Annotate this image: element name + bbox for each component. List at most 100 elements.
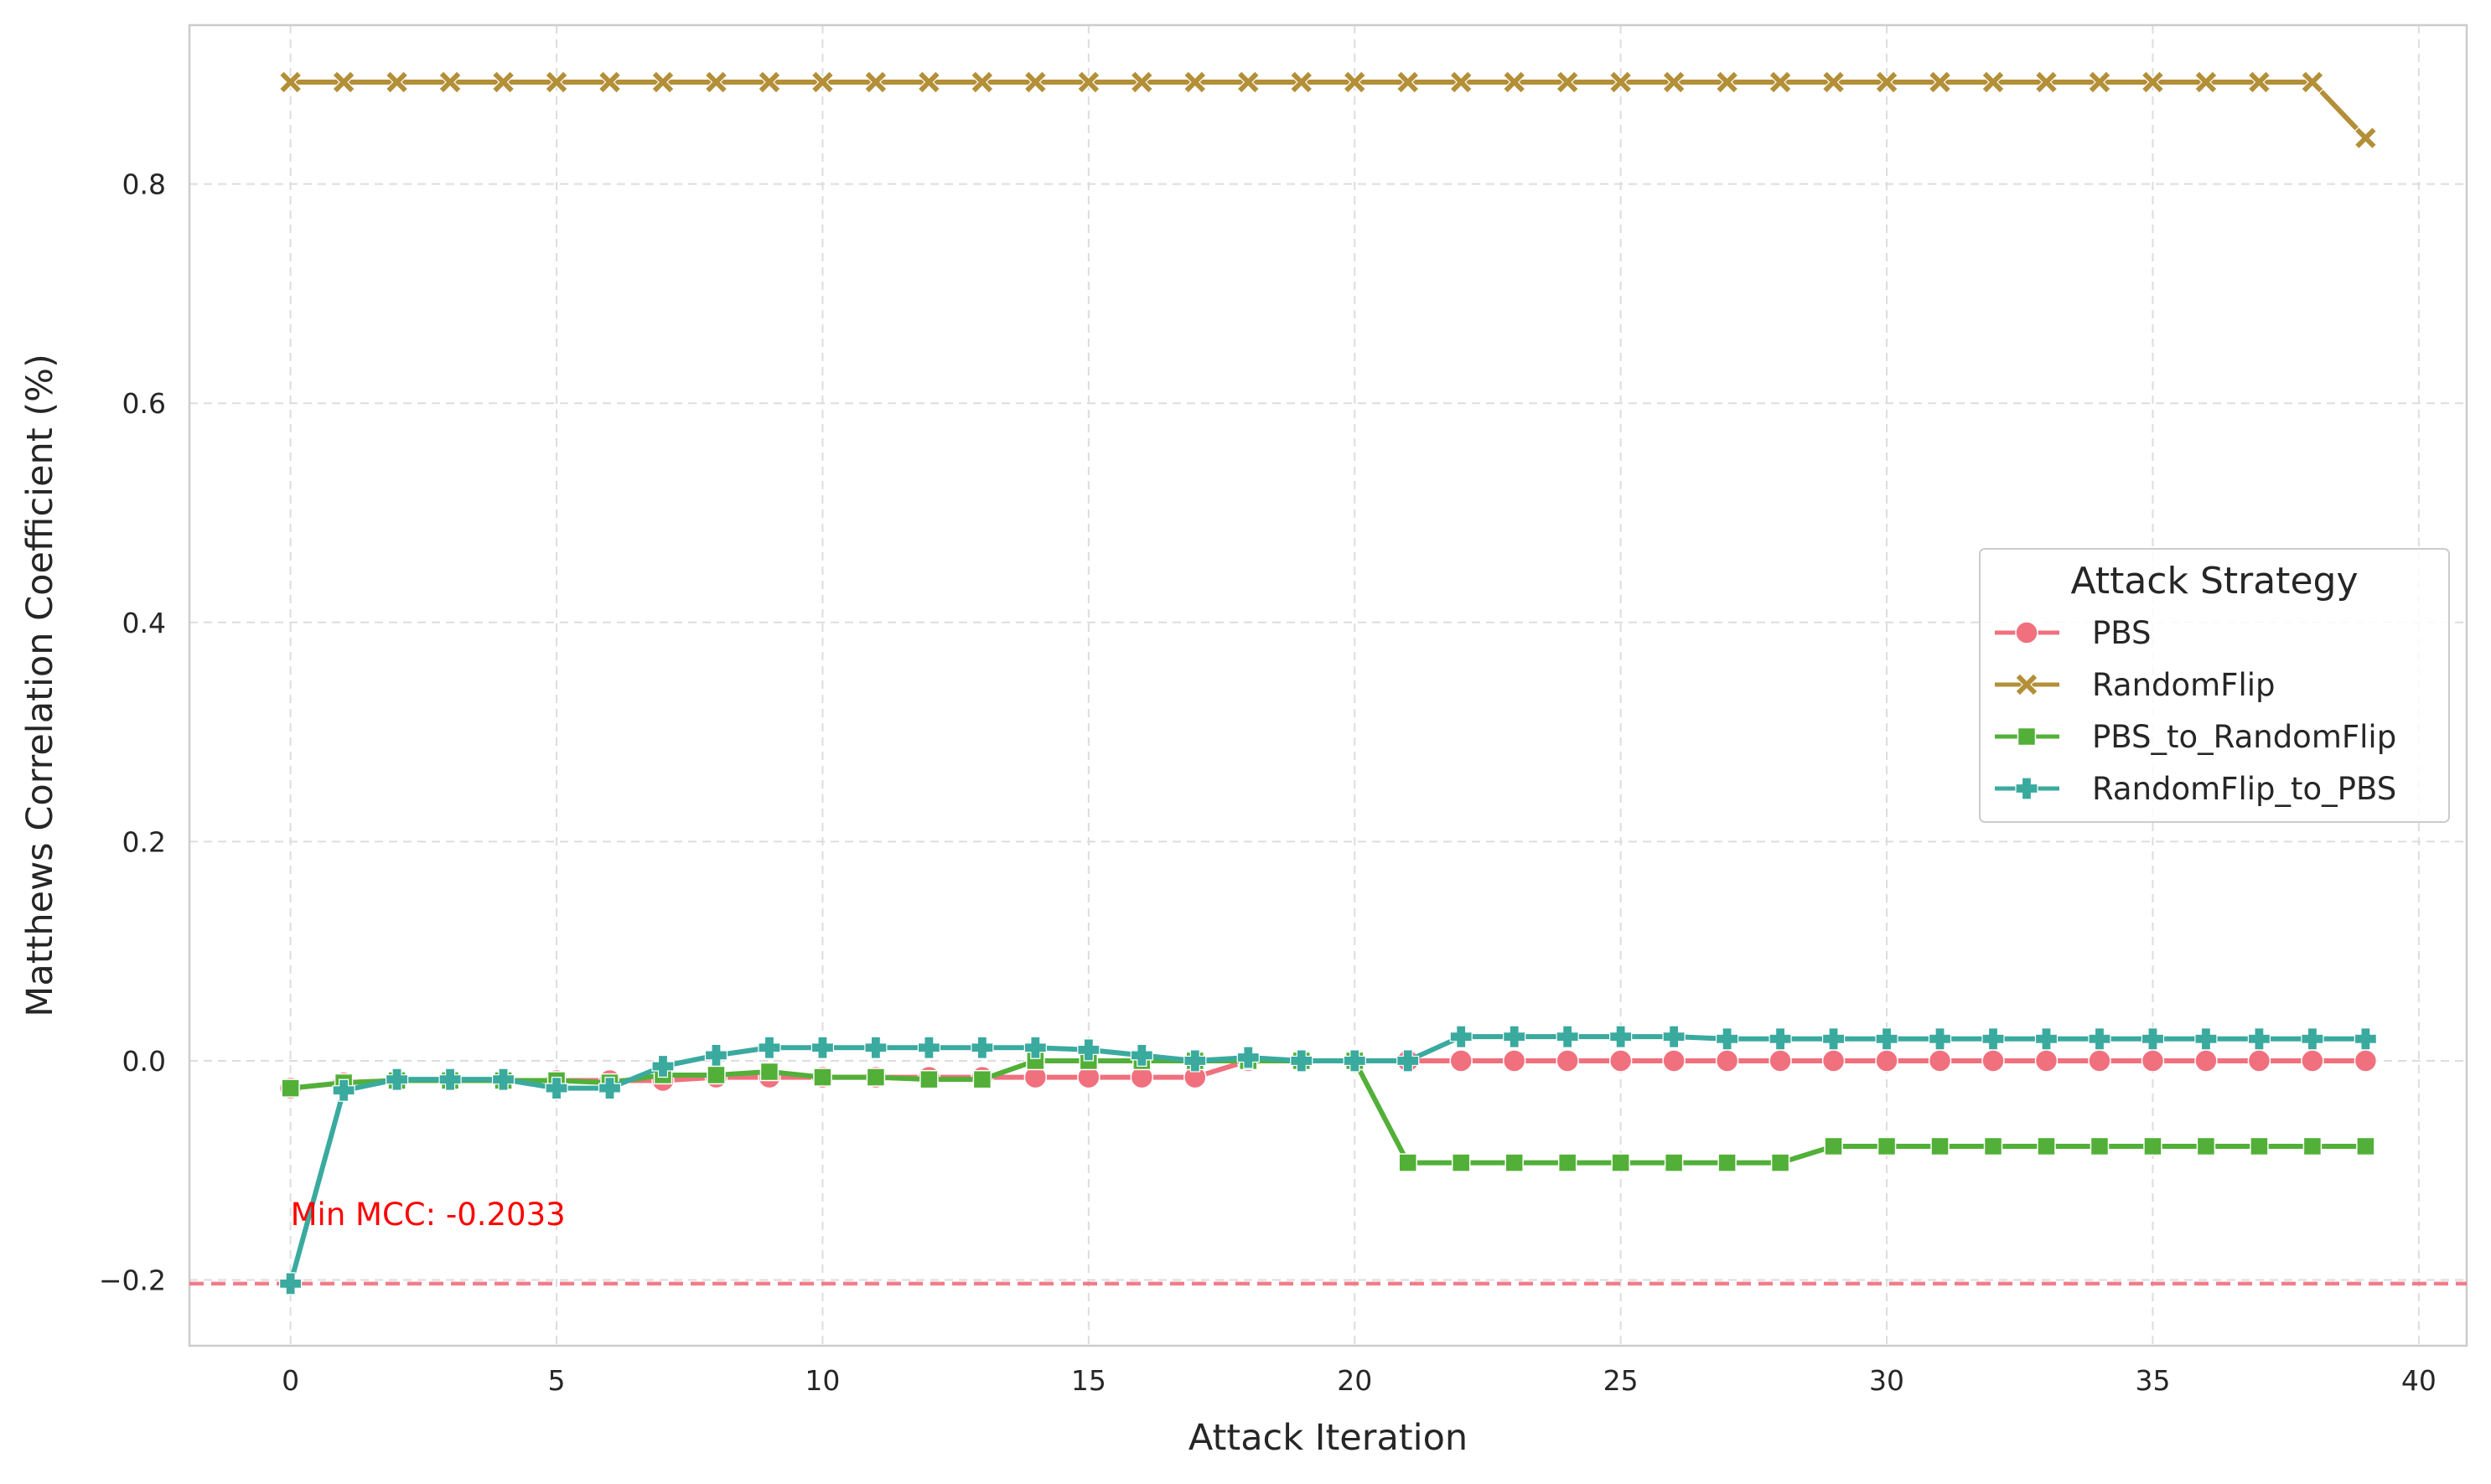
data-point bbox=[1396, 1049, 1420, 1073]
data-point bbox=[2194, 1027, 2218, 1051]
data-point bbox=[1503, 1025, 1526, 1048]
data-point bbox=[1077, 1038, 1100, 1062]
data-point bbox=[1343, 1049, 1366, 1073]
data-point bbox=[1715, 1049, 1739, 1073]
data-point bbox=[1928, 70, 1952, 94]
data-point bbox=[1664, 1153, 1684, 1172]
data-point bbox=[1662, 70, 1686, 94]
data-point bbox=[2143, 1136, 2162, 1156]
y-tick-label: 0.6 bbox=[122, 387, 166, 420]
data-point bbox=[1183, 1049, 1207, 1073]
data-point bbox=[332, 70, 355, 94]
data-point bbox=[2354, 1049, 2378, 1073]
data-point bbox=[598, 1077, 622, 1100]
x-tick-label: 40 bbox=[2401, 1364, 2437, 1397]
series-line bbox=[287, 1034, 2369, 1286]
data-point bbox=[1769, 1049, 1792, 1073]
data-point bbox=[1930, 1136, 1950, 1156]
data-point bbox=[545, 1077, 568, 1100]
x-tick-label: 30 bbox=[1869, 1364, 1904, 1397]
data-point bbox=[1556, 70, 1580, 94]
y-axis-title: Matthews Correlation Coefficient (%) bbox=[19, 354, 61, 1017]
data-point bbox=[1821, 1027, 1846, 1051]
data-point bbox=[385, 1068, 409, 1091]
legend-label: PBS_to_RandomFlip bbox=[2092, 719, 2396, 755]
data-point bbox=[1130, 70, 1154, 94]
legend-label: PBS bbox=[2092, 615, 2152, 651]
data-point bbox=[1609, 1025, 1633, 1048]
data-point bbox=[2354, 126, 2378, 150]
legend-marker bbox=[2015, 777, 2038, 800]
legend-items: PBS RandomFlip PBS_to_RandomFlip RandomFlip… bbox=[1995, 615, 2396, 807]
data-point bbox=[2088, 1049, 2111, 1073]
data-point bbox=[1611, 1153, 1630, 1172]
data-point bbox=[491, 70, 515, 94]
data-point bbox=[810, 1036, 835, 1059]
data-point bbox=[491, 1068, 515, 1091]
data-point bbox=[919, 1069, 939, 1089]
min-mcc-annotation: Min MCC: -0.2033 bbox=[291, 1197, 566, 1233]
data-point bbox=[2247, 1027, 2271, 1051]
data-point bbox=[2194, 70, 2218, 94]
data-point bbox=[2301, 1049, 2324, 1073]
legend-title: Attack Strategy bbox=[2071, 560, 2359, 602]
data-point bbox=[1449, 70, 1473, 94]
data-point bbox=[2247, 1049, 2271, 1073]
data-point bbox=[1290, 1049, 1313, 1073]
legend: Attack Strategy PBS RandomFlip PBS_to_Rand… bbox=[1979, 548, 2450, 823]
legend-label: RandomFlip bbox=[2092, 667, 2276, 703]
data-point bbox=[2356, 1136, 2375, 1156]
data-point bbox=[1451, 1153, 1471, 1172]
data-point bbox=[1502, 70, 1526, 94]
data-point bbox=[281, 1078, 300, 1098]
data-point bbox=[651, 1054, 675, 1078]
data-point bbox=[1981, 1049, 2005, 1073]
data-point bbox=[2141, 70, 2165, 94]
data-point bbox=[2090, 1136, 2110, 1156]
data-point bbox=[1556, 1049, 1579, 1073]
data-point bbox=[704, 70, 728, 94]
data-point bbox=[1824, 1136, 1843, 1156]
legend-item: RandomFlip bbox=[1995, 667, 2276, 703]
data-point bbox=[971, 1036, 994, 1059]
data-point bbox=[1875, 1027, 1898, 1051]
legend-item: RandomFlip_to_PBS bbox=[1995, 771, 2396, 807]
y-tick-label: 0.0 bbox=[122, 1045, 166, 1078]
data-point bbox=[1183, 70, 1207, 94]
data-point bbox=[1504, 1153, 1524, 1172]
data-point bbox=[1236, 70, 1261, 94]
data-point bbox=[1556, 1025, 1579, 1048]
data-point bbox=[1130, 1043, 1153, 1068]
legend-item: PBS_to_RandomFlip bbox=[1995, 719, 2396, 755]
data-point bbox=[1608, 70, 1633, 94]
data-point bbox=[385, 70, 409, 94]
data-point bbox=[2302, 1136, 2323, 1156]
data-point bbox=[1981, 70, 2005, 94]
tick-labels: 0 5 10 15 20 25 30 35 40 −0.2 0.0 0.2 0.4 0.6 0.8 bbox=[99, 168, 2437, 1397]
data-point bbox=[864, 70, 888, 94]
data-point bbox=[1928, 1027, 1952, 1051]
data-point bbox=[759, 1062, 779, 1082]
data-point bbox=[917, 1036, 940, 1059]
data-point bbox=[2141, 1049, 2165, 1073]
data-point bbox=[1769, 1027, 1792, 1051]
data-point bbox=[972, 1069, 992, 1089]
data-point bbox=[2301, 1027, 2324, 1051]
data-point bbox=[1821, 70, 1846, 94]
series-RandomFlip bbox=[278, 70, 2378, 150]
x-tick-label: 5 bbox=[548, 1364, 566, 1397]
data-point bbox=[278, 70, 303, 94]
data-point bbox=[1983, 1136, 2003, 1156]
data-point bbox=[2354, 1027, 2377, 1051]
data-point bbox=[1023, 70, 1048, 94]
x-axis-title: Attack Iteration bbox=[1189, 1417, 1468, 1459]
data-point bbox=[971, 70, 994, 94]
series-line bbox=[287, 80, 2369, 141]
data-point bbox=[279, 1272, 303, 1295]
x-tick-label: 0 bbox=[282, 1364, 299, 1397]
x-tick-label: 10 bbox=[805, 1364, 840, 1397]
data-point bbox=[2194, 1049, 2218, 1073]
data-point bbox=[651, 70, 675, 94]
legend-marker bbox=[2017, 726, 2037, 747]
